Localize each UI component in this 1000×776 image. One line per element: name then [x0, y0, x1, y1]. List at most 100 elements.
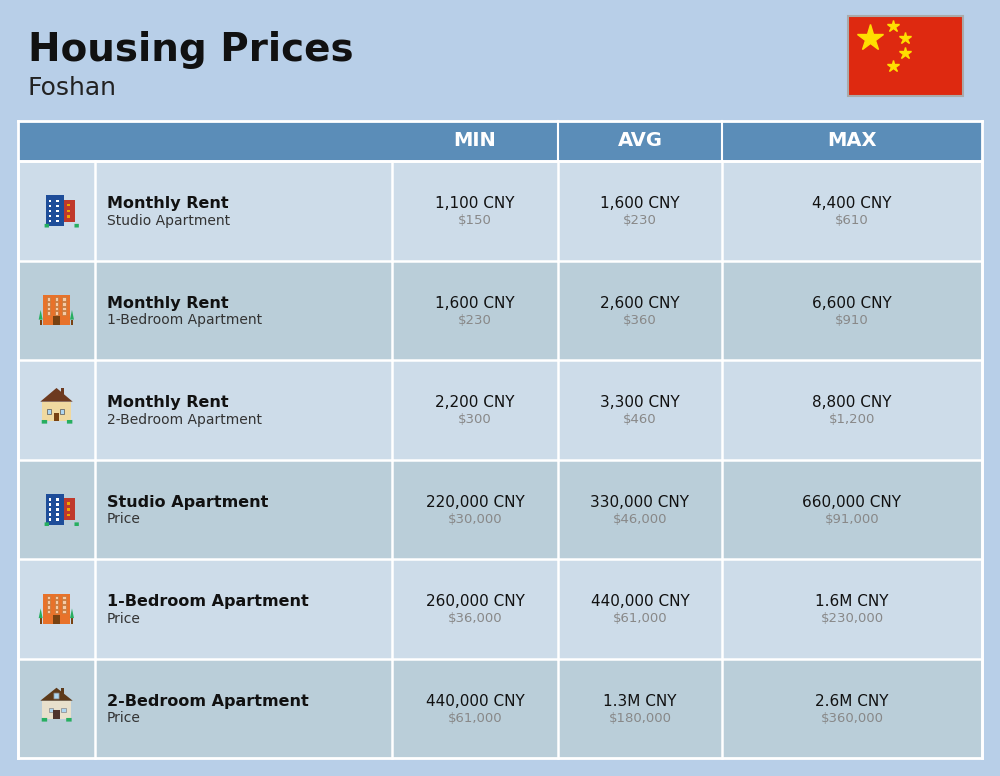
FancyBboxPatch shape: [67, 514, 70, 517]
Text: 1,600 CNY: 1,600 CNY: [435, 296, 515, 310]
Text: 660,000 CNY: 660,000 CNY: [802, 495, 902, 510]
Text: $180,000: $180,000: [608, 712, 672, 725]
FancyBboxPatch shape: [74, 522, 79, 526]
Text: 1-Bedroom Apartment: 1-Bedroom Apartment: [107, 314, 262, 327]
Polygon shape: [39, 608, 43, 618]
FancyBboxPatch shape: [49, 205, 51, 207]
Text: Foshan: Foshan: [28, 76, 117, 100]
Text: 2.6M CNY: 2.6M CNY: [815, 694, 889, 708]
FancyBboxPatch shape: [55, 307, 58, 310]
FancyBboxPatch shape: [47, 601, 50, 604]
FancyBboxPatch shape: [45, 223, 49, 227]
FancyBboxPatch shape: [56, 508, 59, 511]
FancyBboxPatch shape: [62, 605, 66, 608]
Text: Monthly Rent: Monthly Rent: [107, 296, 229, 310]
Text: $910: $910: [835, 314, 869, 327]
FancyBboxPatch shape: [49, 508, 51, 511]
Text: $150: $150: [458, 214, 492, 227]
Text: $360,000: $360,000: [820, 712, 884, 725]
FancyBboxPatch shape: [62, 302, 66, 306]
Text: 3,300 CNY: 3,300 CNY: [600, 395, 680, 411]
FancyBboxPatch shape: [64, 200, 75, 222]
FancyBboxPatch shape: [42, 420, 47, 424]
FancyBboxPatch shape: [55, 610, 58, 614]
Text: MIN: MIN: [454, 131, 496, 151]
FancyBboxPatch shape: [55, 297, 58, 301]
FancyBboxPatch shape: [56, 518, 59, 521]
FancyBboxPatch shape: [62, 601, 66, 604]
FancyBboxPatch shape: [56, 504, 59, 506]
FancyBboxPatch shape: [55, 601, 58, 604]
Text: $61,000: $61,000: [613, 612, 667, 625]
FancyBboxPatch shape: [47, 409, 51, 414]
FancyBboxPatch shape: [43, 594, 70, 623]
Text: 8,800 CNY: 8,800 CNY: [812, 395, 892, 411]
Text: $1,200: $1,200: [829, 414, 875, 426]
Text: $230,000: $230,000: [820, 612, 884, 625]
FancyBboxPatch shape: [848, 16, 963, 96]
FancyBboxPatch shape: [18, 121, 982, 161]
Text: 4,400 CNY: 4,400 CNY: [812, 196, 892, 211]
Text: 1,600 CNY: 1,600 CNY: [600, 196, 680, 211]
Text: Studio Apartment: Studio Apartment: [107, 213, 230, 227]
Text: $610: $610: [835, 214, 869, 227]
FancyBboxPatch shape: [67, 204, 70, 206]
FancyBboxPatch shape: [64, 498, 75, 520]
FancyBboxPatch shape: [67, 508, 70, 511]
FancyBboxPatch shape: [71, 320, 73, 325]
FancyBboxPatch shape: [56, 210, 59, 213]
Text: $36,000: $36,000: [448, 612, 502, 625]
FancyBboxPatch shape: [18, 261, 982, 360]
FancyBboxPatch shape: [60, 409, 64, 414]
FancyBboxPatch shape: [49, 215, 51, 217]
FancyBboxPatch shape: [62, 297, 66, 301]
FancyBboxPatch shape: [56, 205, 59, 207]
FancyBboxPatch shape: [49, 498, 51, 501]
FancyBboxPatch shape: [18, 360, 982, 459]
Text: 1,100 CNY: 1,100 CNY: [435, 196, 515, 211]
FancyBboxPatch shape: [49, 210, 51, 213]
FancyBboxPatch shape: [62, 307, 66, 310]
Text: MAX: MAX: [827, 131, 877, 151]
FancyBboxPatch shape: [55, 302, 58, 306]
Text: AVG: AVG: [618, 131, 662, 151]
Polygon shape: [70, 608, 74, 618]
FancyBboxPatch shape: [18, 121, 392, 161]
FancyBboxPatch shape: [61, 688, 64, 695]
Polygon shape: [39, 310, 43, 320]
FancyBboxPatch shape: [18, 559, 982, 659]
FancyBboxPatch shape: [49, 220, 51, 223]
Text: $300: $300: [458, 414, 492, 426]
Text: Monthly Rent: Monthly Rent: [107, 196, 229, 211]
FancyBboxPatch shape: [43, 296, 70, 325]
FancyBboxPatch shape: [67, 216, 70, 218]
Text: $230: $230: [623, 214, 657, 227]
Text: 2-Bedroom Apartment: 2-Bedroom Apartment: [107, 694, 309, 708]
FancyBboxPatch shape: [74, 223, 79, 227]
FancyBboxPatch shape: [49, 514, 51, 516]
FancyBboxPatch shape: [55, 311, 58, 315]
FancyBboxPatch shape: [47, 297, 50, 301]
FancyBboxPatch shape: [71, 618, 73, 623]
FancyBboxPatch shape: [40, 618, 42, 623]
Text: 440,000 CNY: 440,000 CNY: [426, 694, 524, 708]
Text: $230: $230: [458, 314, 492, 327]
Polygon shape: [40, 688, 73, 701]
FancyBboxPatch shape: [47, 605, 50, 608]
FancyBboxPatch shape: [56, 215, 59, 217]
Polygon shape: [70, 310, 74, 320]
FancyBboxPatch shape: [40, 320, 42, 325]
FancyBboxPatch shape: [49, 199, 51, 203]
FancyBboxPatch shape: [67, 210, 70, 212]
Text: 1.3M CNY: 1.3M CNY: [603, 694, 677, 708]
Text: Price: Price: [107, 712, 141, 726]
Text: 1.6M CNY: 1.6M CNY: [815, 594, 889, 609]
Text: Monthly Rent: Monthly Rent: [107, 395, 229, 411]
Text: 2,200 CNY: 2,200 CNY: [435, 395, 515, 411]
Text: 6,600 CNY: 6,600 CNY: [812, 296, 892, 310]
Text: $460: $460: [623, 414, 657, 426]
FancyBboxPatch shape: [49, 708, 53, 712]
FancyBboxPatch shape: [62, 311, 66, 315]
Text: 260,000 CNY: 260,000 CNY: [426, 594, 524, 609]
FancyBboxPatch shape: [42, 718, 47, 722]
